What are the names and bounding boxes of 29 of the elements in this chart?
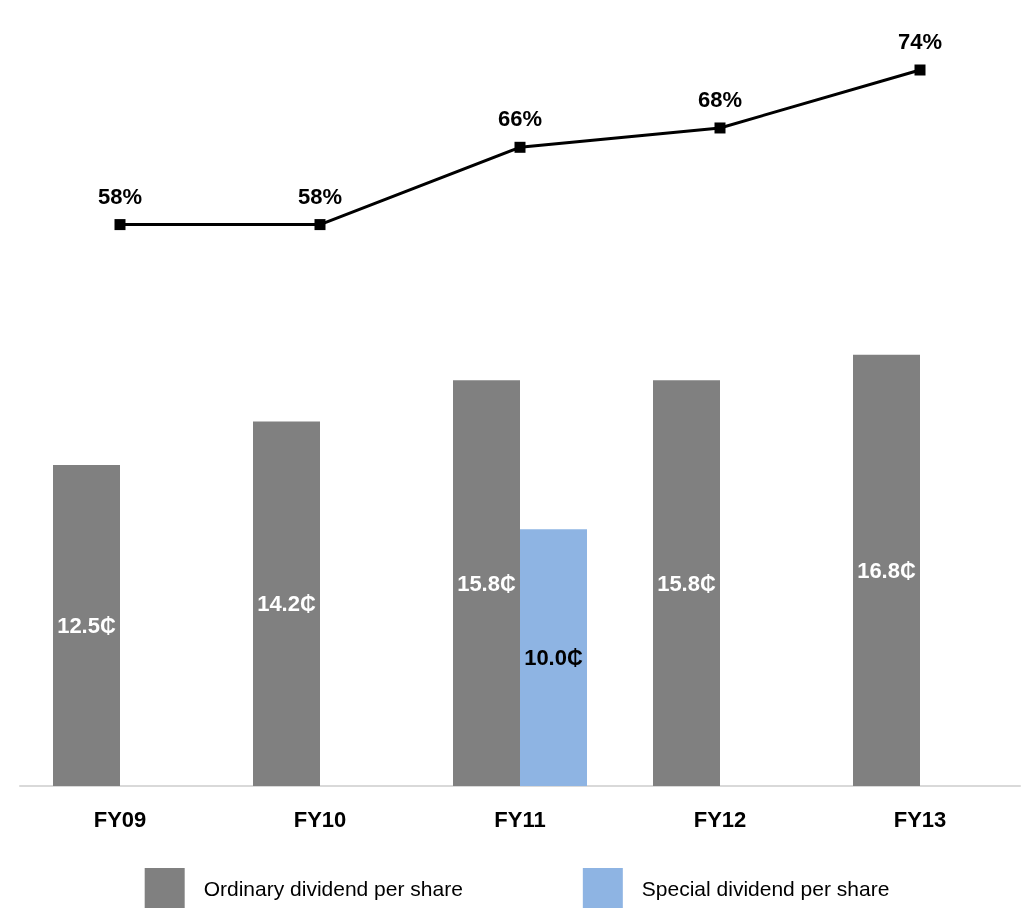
point (314, 219, 326, 231)
data-label: 16.8₵ (857, 557, 916, 583)
data-label: 14.2₵ (257, 591, 316, 617)
data-label: 15.8₵ (657, 570, 716, 596)
point (914, 64, 926, 76)
point (714, 122, 726, 134)
x-tick-label: FY10 (293, 806, 347, 832)
bar (653, 380, 720, 786)
x-tick-label: FY09 (93, 806, 147, 832)
data-label: 58% (297, 183, 343, 209)
legend-label: Ordinary dividend per share (203, 876, 463, 900)
bar (453, 380, 520, 786)
data-label: 66% (497, 106, 543, 132)
bar (53, 465, 120, 786)
x-tick-label: FY11 (494, 806, 546, 832)
x-tick-label: FY13 (893, 806, 947, 832)
bar (520, 529, 587, 786)
data-label: 68% (697, 86, 743, 112)
data-label: 10.0₵ (524, 645, 583, 671)
point (114, 219, 126, 231)
point (514, 141, 526, 153)
data-label: 74% (897, 29, 943, 54)
x-tick-label: FY12 (693, 806, 747, 832)
legend-label: Special dividend per share (641, 876, 890, 900)
data-label: 58% (97, 183, 143, 209)
data-label: 12.5₵ (57, 613, 116, 639)
bar (253, 421, 320, 786)
bar (853, 354, 920, 786)
data-label: 15.8₵ (457, 570, 516, 596)
